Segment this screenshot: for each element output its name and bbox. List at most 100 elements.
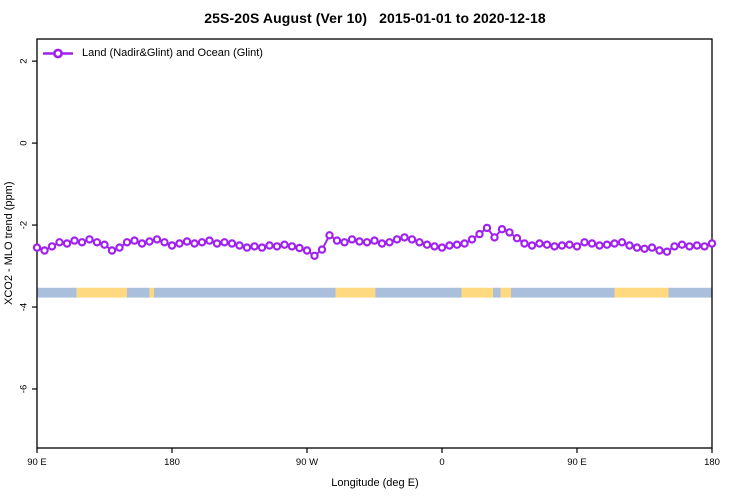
surface-band-segment-ocean [127,287,150,298]
series-marker [220,238,229,247]
series-marker [370,236,379,245]
series-marker [617,238,627,247]
series-marker [167,241,177,250]
series-marker [647,243,657,252]
series-marker [137,239,147,248]
series-marker [280,240,289,249]
series-marker [265,241,274,250]
series-marker [332,236,342,245]
series-marker [55,238,64,247]
series-marker [655,246,664,255]
x-tick-label: 90 E [567,457,587,468]
series-marker [160,238,169,247]
series-marker [692,241,702,250]
surface-band-segment-land [335,287,376,298]
series-marker [407,235,417,244]
series-marker [580,238,589,247]
series-marker [107,246,117,255]
series-marker [610,239,619,248]
y-tick-label: -4 [19,303,30,311]
series-marker [340,238,349,247]
series-marker [565,240,574,249]
series-marker [317,245,327,254]
surface-band-segment-land [76,287,127,298]
surface-band-segment-ocean [37,287,77,298]
chart-title: 25S-20S August (Ver 10) 2015-01-01 to 20… [204,10,546,26]
series-marker [205,236,214,245]
series-marker [100,240,109,249]
series-marker [392,235,402,244]
series-marker [347,235,357,244]
series-marker [467,235,477,244]
series-marker [452,240,462,249]
series-marker [400,233,409,242]
series-marker [47,242,57,251]
series-marker [310,251,319,260]
series-marker [70,236,79,245]
series-marker [242,243,252,252]
series-marker [272,242,282,251]
series-marker [415,238,424,247]
series-marker [422,240,432,249]
series-marker [490,233,499,242]
series-marker [482,223,492,233]
y-tick-label: 2 [19,58,30,63]
legend: Land (Nadir&Glint) and Ocean (Glint) [42,46,263,60]
x-tick-label: 90 E [27,457,47,468]
series-marker [662,247,672,256]
series-marker [287,242,297,251]
series-marker [197,238,207,247]
x-tick-label: 0 [439,457,444,468]
series-marker [92,238,102,247]
series-marker [685,242,694,251]
series-marker [190,239,199,248]
surface-band-segment-ocean [668,287,712,298]
series-marker [445,241,454,250]
series-marker [325,231,334,240]
y-tick-label: 0 [19,140,30,145]
series-marker [122,238,132,247]
series-marker [257,243,267,252]
series-marker [212,239,222,248]
series-marker [385,238,394,247]
series-marker [295,243,304,253]
series-marker [670,242,679,251]
series-marker [182,237,192,246]
surface-band-segment-land [500,287,511,298]
series-marker [32,243,42,252]
series-marker [175,239,184,248]
series-marker [535,239,544,248]
series-marker [437,243,447,252]
y-tick-label: -2 [19,221,30,229]
surface-band-segment-ocean [493,287,501,298]
series-marker [625,241,634,250]
series-marker [475,229,484,239]
series-marker [542,240,552,249]
series-marker [497,224,507,234]
y-axis-label: XCO2 - MLO trend (ppm) [3,181,15,306]
series-marker [700,242,709,251]
surface-band-segment-land [149,287,154,298]
series-marker [460,239,469,248]
surface-band-segment-land [614,287,669,298]
series-marker [355,237,364,246]
x-axis-label: Longitude (deg E) [331,477,419,489]
series-marker [152,235,162,244]
series-marker [595,241,604,250]
series-marker [145,237,154,246]
surface-band-segment-ocean [375,287,462,298]
legend-line-marker-icon [43,48,73,58]
series-marker [572,242,582,251]
series-marker [250,242,259,251]
series-marker [707,239,717,248]
series-marker [587,239,597,248]
series-marker [62,239,72,248]
series-marker [377,239,387,248]
series-marker [632,243,642,252]
series-marker [130,236,139,245]
surface-band-segment-ocean [511,287,615,298]
series-marker [602,240,612,249]
series-marker [527,241,537,250]
